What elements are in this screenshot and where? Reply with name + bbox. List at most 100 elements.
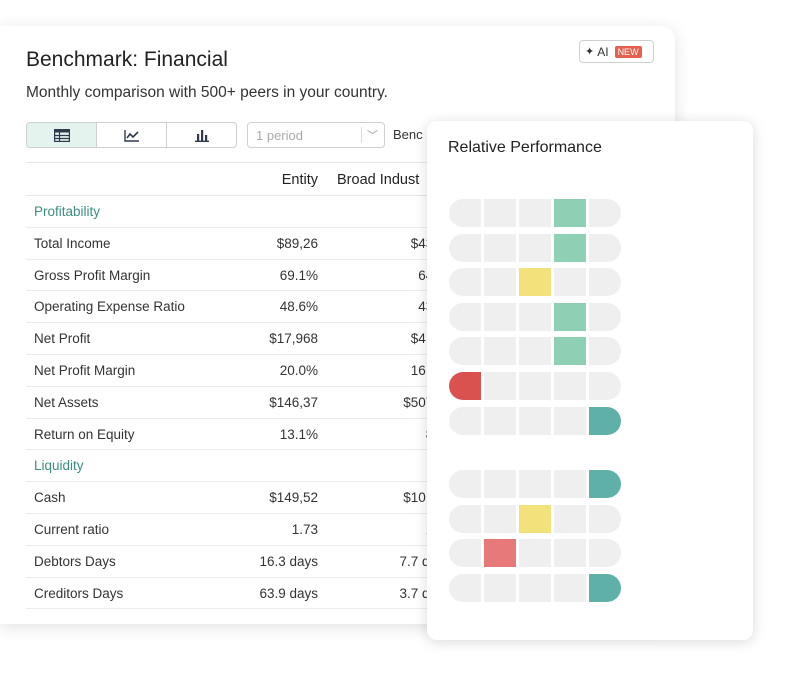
line-chart-view-button[interactable] [97,123,167,147]
ai-button[interactable]: ✦ AI NEW [579,40,654,63]
performance-segment [589,199,621,227]
performance-segment [484,268,516,297]
performance-bar [449,268,621,297]
metric-label: Current ratio [34,521,110,537]
performance-marker [554,199,586,227]
entity-value: $146,37 [269,394,318,410]
performance-bar [449,539,621,568]
broad-industry-value: 8. [337,427,437,442]
performance-segment [554,372,586,400]
entity-value: 20.0% [279,362,318,378]
performance-segment [519,337,551,366]
benchmark-table: Entity Broad Indust Profitability Total I… [26,162,446,610]
performance-segment [484,199,516,227]
table-row: Net Assets $146,37 $507, [26,387,446,419]
bar-chart-icon [194,129,209,142]
performance-bar [449,372,621,400]
performance-segment [519,470,551,498]
performance-bar [449,199,621,227]
column-header-entity: Entity [281,172,318,188]
period-select[interactable]: 1 period ﹀ [247,122,385,148]
table-row: Operating Expense Ratio 48.6% 43. [26,291,446,324]
metric-label: Total Income [34,235,111,251]
line-chart-icon [123,129,139,142]
table-row: Total Income $89,26 $43, [26,228,446,260]
performance-bar [449,470,621,498]
metric-label: Net Profit Margin [34,362,136,378]
performance-segment [554,539,586,568]
entity-value: 48.6% [279,299,318,315]
performance-segment [449,573,481,602]
performance-bar [449,573,621,602]
period-placeholder: 1 period [256,128,303,143]
table-section-row: Profitability [26,196,446,228]
broad-industry-value: 16.8 [410,362,437,378]
performance-segment [449,233,481,262]
performance-segment [589,268,621,297]
performance-segment [449,470,481,498]
performance-segment [554,470,586,498]
performance-segment [449,302,481,331]
performance-segment [554,268,586,297]
performance-segment [484,470,516,498]
table-icon [53,128,70,142]
table-row: Cash $149,52 $10,0 [26,482,446,514]
performance-marker [554,233,586,262]
table-row: Return on Equity 13.1% 8. [26,419,446,451]
relative-performance-card: Relative Performance [427,121,753,640]
broad-industry-value: 43. [337,299,437,314]
section-label: Profitability [34,204,101,219]
performance-segment [589,539,621,568]
metric-label: Creditors Days [34,585,124,601]
performance-segment [589,504,621,533]
metric-label: Cash [34,490,66,506]
performance-bar [449,406,621,435]
broad-industry-value: 64, [337,268,437,283]
table-row: Debtors Days 16.3 days 7.7 da [26,546,446,578]
performance-segment [589,233,621,262]
performance-segment [554,504,586,533]
performance-segment [484,504,516,533]
performance-segment [589,337,621,366]
chevron-down-icon: ﹀ [367,130,378,142]
metric-label: Gross Profit Margin [34,267,151,283]
table-row: Net Profit $17,968 $4,7 [26,323,446,355]
performance-segment [554,573,586,602]
performance-bar [449,302,621,331]
broad-industry-value: $507, [403,394,437,410]
performance-segment [484,337,516,366]
performance-marker [519,268,551,297]
metric-label: Debtors Days [34,553,116,569]
entity-value: 63.9 days [259,585,318,601]
benchmark-select-label[interactable]: Benc [393,127,423,142]
performance-segment [449,504,481,533]
entity-value: 16.3 days [259,553,318,569]
page-title: Benchmark: Financial [26,48,228,71]
metric-label: Operating Expense Ratio [34,299,185,315]
metric-label: Net Profit [34,331,91,347]
bar-chart-view-button[interactable] [167,123,236,147]
broad-industry-value: $43, [410,235,437,251]
entity-value: 13.1% [279,426,318,442]
table-row: Creditors Days 63.9 days 3.7 da [26,578,446,610]
ai-label: AI [597,44,609,59]
select-divider [361,127,362,143]
performance-segment [449,199,481,227]
performance-marker [589,573,621,602]
column-header-broad-industry: Broad Indust [337,172,420,188]
performance-segment [519,233,551,262]
new-badge: NEW [614,45,642,58]
table-row: Net Profit Margin 20.0% 16.8 [26,355,446,387]
performance-segment [519,539,551,568]
performance-segment [484,302,516,331]
performance-segment [519,573,551,602]
performance-segment [519,406,551,435]
broad-industry-value: $4,7 [410,331,437,347]
table-header: Entity Broad Indust [26,162,446,196]
table-view-button[interactable] [27,123,97,147]
table-section-row: Liquidity [26,450,446,483]
broad-industry-value: 1. [337,522,437,537]
performance-segment [484,573,516,602]
entity-value: $89,26 [276,235,318,251]
